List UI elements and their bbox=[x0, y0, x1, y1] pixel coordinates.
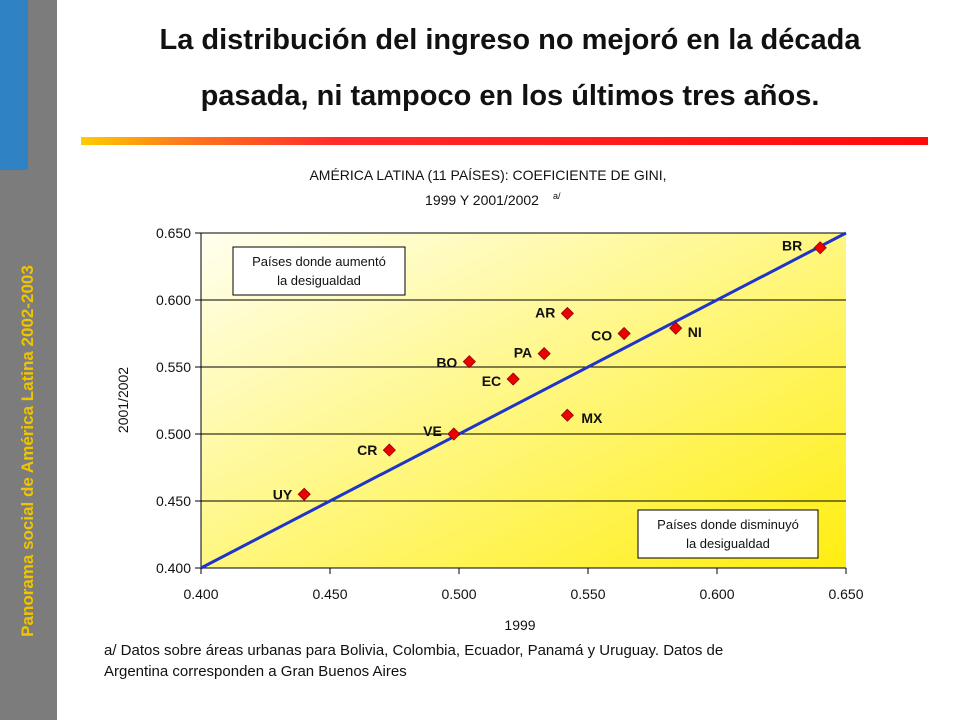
x-tick-label: 0.600 bbox=[699, 586, 734, 602]
point-label-bo: BO bbox=[436, 355, 457, 371]
annotation-decrease-line-1: Países donde disminuyó bbox=[657, 517, 799, 532]
point-label-uy: UY bbox=[273, 486, 293, 502]
x-tick-label: 0.450 bbox=[312, 586, 347, 602]
point-label-mx: MX bbox=[581, 410, 603, 426]
footnote: a/ Datos sobre áreas urbanas para Bolivi… bbox=[104, 640, 904, 682]
chart-title-line-1: AMÉRICA LATINA (11 PAÍSES): COEFICIENTE … bbox=[309, 167, 666, 183]
point-marker-ni bbox=[669, 321, 683, 335]
x-tick-label: 0.500 bbox=[441, 586, 476, 602]
sidebar-accent-bar bbox=[0, 0, 28, 170]
footnote-line-1: a/ Datos sobre áreas urbanas para Bolivi… bbox=[104, 642, 724, 659]
equality-reference-line bbox=[200, 231, 847, 570]
y-tick-label: 0.600 bbox=[156, 292, 191, 308]
point-marker-ec bbox=[506, 372, 520, 386]
y-axis-title: 2001/2002 bbox=[115, 367, 131, 433]
point-label-ar: AR bbox=[535, 304, 555, 320]
point-label-ni: NI bbox=[688, 324, 702, 340]
point-marker-pa bbox=[537, 347, 551, 361]
x-tick-label: 0.550 bbox=[570, 586, 605, 602]
annotation-decrease-line-2: la desigualdad bbox=[686, 536, 770, 551]
slide-title-line-2: pasada, ni tampoco en los últimos tres a… bbox=[200, 80, 820, 112]
y-tick-label: 0.400 bbox=[156, 560, 191, 576]
point-marker-mx bbox=[560, 408, 574, 422]
annotation-decrease-box bbox=[637, 509, 819, 559]
x-tick-label: 0.400 bbox=[183, 586, 218, 602]
point-label-ve: VE bbox=[423, 423, 442, 439]
chart-title-line-2: 1999 Y 2001/2002 bbox=[425, 192, 539, 208]
point-label-ec: EC bbox=[482, 373, 501, 389]
point-marker-br bbox=[813, 241, 827, 255]
annotation-increase-line-1: Países donde aumentó bbox=[252, 254, 386, 269]
x-tick-label: 0.650 bbox=[828, 586, 863, 602]
x-axis-title: 1999 bbox=[504, 617, 535, 633]
point-marker-bo bbox=[462, 355, 476, 369]
point-marker-ar bbox=[560, 306, 574, 320]
point-marker-ve bbox=[447, 427, 461, 441]
y-tick-label: 0.450 bbox=[156, 493, 191, 509]
chart-title-superscript: a/ bbox=[553, 191, 561, 201]
y-tick-label: 0.550 bbox=[156, 359, 191, 375]
title-divider bbox=[81, 137, 928, 145]
annotation-increase-line-2: la desigualdad bbox=[277, 273, 361, 288]
point-marker-co bbox=[617, 326, 631, 341]
point-label-cr: CR bbox=[357, 442, 377, 458]
point-label-br: BR bbox=[782, 238, 802, 254]
sidebar-band: Panorama social de América Latina 2002-2… bbox=[0, 0, 57, 720]
footnote-line-2: Argentina corresponden a Gran Buenos Air… bbox=[104, 663, 407, 680]
y-tick-label: 0.500 bbox=[156, 426, 191, 442]
point-marker-uy bbox=[297, 487, 311, 501]
slide-title: La distribución del ingreso no mejoró en… bbox=[70, 12, 950, 124]
y-tick-label: 0.650 bbox=[156, 225, 191, 241]
point-label-co: CO bbox=[591, 328, 612, 344]
slide-title-line-1: La distribución del ingreso no mejoró en… bbox=[159, 24, 861, 56]
annotation-increase-box bbox=[232, 246, 406, 296]
point-label-pa: PA bbox=[514, 345, 532, 361]
point-marker-cr bbox=[382, 443, 396, 457]
